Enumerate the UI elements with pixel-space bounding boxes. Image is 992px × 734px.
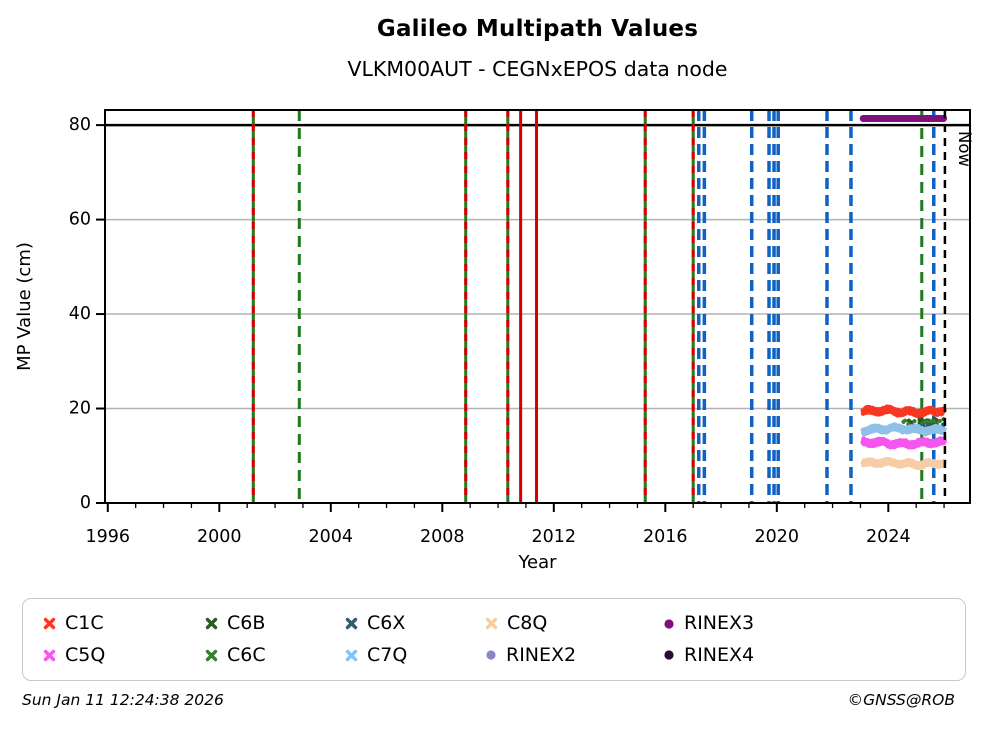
legend-item-C6C: C6C xyxy=(205,643,345,666)
svg-text:1996: 1996 xyxy=(86,527,131,547)
svg-text:2004: 2004 xyxy=(309,527,354,547)
x-marker-icon xyxy=(345,618,358,630)
copyright-credit: ©GNSS@ROB xyxy=(847,691,955,709)
legend: C1C C5Q C6B C6C C6X C7Q C8Q RINEX2 RINEX3 RINEX4 xyxy=(22,598,966,681)
legend-item-RINEX4: RINEX4 xyxy=(663,643,847,666)
legend-label: RINEX4 xyxy=(684,643,755,666)
legend-item-C1C: C1C xyxy=(43,614,205,633)
circle-marker-icon xyxy=(664,619,674,629)
series-C8Q xyxy=(860,456,947,471)
legend-label: C7Q xyxy=(367,643,408,666)
legend-label: C6X xyxy=(367,612,406,635)
chart-subtitle: VLKM00AUT - CEGNxEPOS data node xyxy=(347,57,728,81)
legend-item-RINEX3: RINEX3 xyxy=(663,614,847,633)
svg-text:40: 40 xyxy=(69,304,91,324)
x-marker-icon xyxy=(43,649,56,661)
legend-item-C8Q: C8Q xyxy=(485,614,663,633)
legend-label: C1C xyxy=(65,612,104,635)
svg-text:0: 0 xyxy=(80,493,91,513)
svg-text:2012: 2012 xyxy=(532,527,577,547)
svg-text:60: 60 xyxy=(69,210,91,230)
legend-label: C6B xyxy=(227,612,266,635)
legend-item-C6B: C6B xyxy=(205,614,345,633)
y-axis-label: MP Value (cm) xyxy=(14,242,35,371)
legend-label: RINEX2 xyxy=(506,643,577,666)
svg-text:2008: 2008 xyxy=(420,527,465,547)
series-C1C xyxy=(860,404,947,419)
svg-text:2016: 2016 xyxy=(643,527,688,547)
x-marker-icon xyxy=(43,618,56,630)
chart-title: Galileo Multipath Values xyxy=(376,16,699,42)
plot-frame xyxy=(104,109,971,504)
svg-text:2020: 2020 xyxy=(755,527,800,547)
svg-text:2000: 2000 xyxy=(197,527,242,547)
x-marker-icon xyxy=(485,618,498,630)
chart-plot-area: Now 1996 2000 2004 2008 2012 2016 2020 2024 0 20 40… xyxy=(14,109,974,573)
plot-timestamp: Sun Jan 11 12:24:38 2026 xyxy=(22,691,224,709)
legend-label: C5Q xyxy=(65,643,106,666)
series-C5Q xyxy=(860,436,947,450)
circle-marker-icon xyxy=(486,650,496,660)
legend-label: RINEX3 xyxy=(684,612,755,635)
x-axis-label: Year xyxy=(517,552,557,573)
legend-item-C7Q: C7Q xyxy=(345,643,485,666)
now-label: Now xyxy=(955,131,974,167)
series-C7Q xyxy=(860,422,947,437)
x-marker-icon xyxy=(205,618,218,630)
event-lines xyxy=(251,110,936,503)
svg-text:20: 20 xyxy=(69,399,91,419)
legend-label: C6C xyxy=(227,643,266,666)
legend-item-C5Q: C5Q xyxy=(43,643,205,666)
axis-ticks: 1996 2000 2004 2008 2012 2016 2020 2024 0 20 40 60 8… xyxy=(69,115,945,547)
legend-label: C8Q xyxy=(507,612,548,635)
svg-text:2024: 2024 xyxy=(866,527,911,547)
x-marker-icon xyxy=(345,649,358,661)
svg-text:80: 80 xyxy=(69,115,91,135)
legend-item-RINEX2: RINEX2 xyxy=(485,643,663,666)
legend-item-C6X: C6X xyxy=(345,614,485,633)
circle-marker-icon xyxy=(664,650,674,660)
x-marker-icon xyxy=(205,649,218,661)
